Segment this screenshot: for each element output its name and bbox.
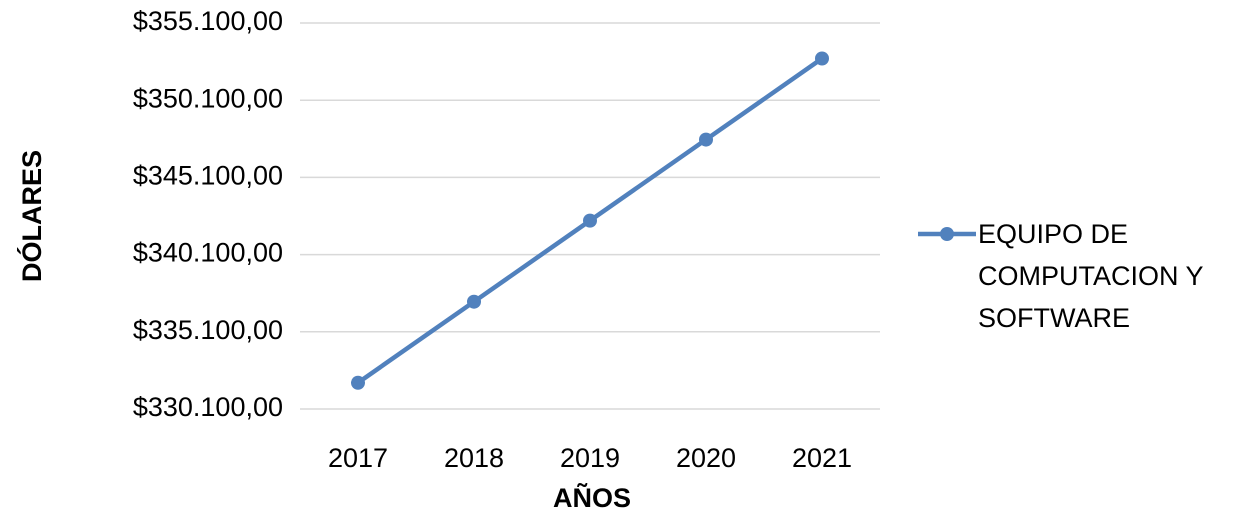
x-axis-title: AÑOS <box>553 482 631 513</box>
x-tick-label: 2018 <box>444 443 504 473</box>
x-tick-label: 2020 <box>676 443 736 473</box>
data-point <box>583 213 597 228</box>
y-tick-label: $355.100,00 <box>133 6 283 36</box>
data-point <box>351 375 365 390</box>
legend: EQUIPO DE COMPUTACION Y SOFTWARE <box>978 213 1247 339</box>
data-point <box>815 51 829 66</box>
y-axis-title: DÓLARES <box>16 150 47 282</box>
x-tick-label: 2021 <box>792 443 852 473</box>
y-tick-label: $330.100,00 <box>133 392 283 422</box>
data-point <box>467 294 481 309</box>
x-tick-label: 2017 <box>328 443 388 473</box>
y-tick-label: $345.100,00 <box>133 161 283 191</box>
y-tick-label: $340.100,00 <box>133 238 283 268</box>
data-point <box>699 132 713 147</box>
x-tick-label: 2019 <box>560 443 620 473</box>
legend-marker <box>940 227 954 241</box>
legend-label: EQUIPO DE COMPUTACION Y SOFTWARE <box>978 219 1204 333</box>
y-tick-label: $335.100,00 <box>133 315 283 345</box>
y-tick-label: $350.100,00 <box>133 83 283 113</box>
